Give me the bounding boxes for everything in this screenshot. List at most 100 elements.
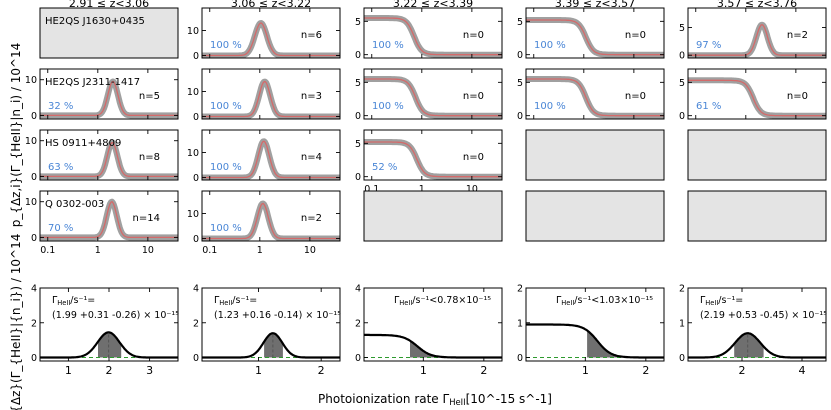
y-tick-label: 0 (193, 51, 199, 62)
combined-posterior-line (40, 331, 178, 359)
y-tick-label: 0 (31, 233, 37, 244)
panel-frame (39, 129, 179, 181)
x-tick-label: 1 (95, 245, 101, 256)
posterior-line (688, 79, 826, 117)
y-tick-label: 10 (187, 148, 199, 159)
panel-background (40, 8, 178, 58)
panel-background (526, 130, 664, 180)
panel-frame (525, 129, 665, 181)
panel-frame (39, 190, 179, 242)
y-tick-label: 0 (679, 353, 685, 364)
x-tick-label: 1 (419, 184, 425, 195)
panel-curves (526, 17, 664, 58)
posterior-line (202, 80, 340, 118)
y-tick-label: 5 (679, 78, 685, 89)
panel-curves (202, 200, 340, 241)
y-tick-label: 10 (25, 75, 37, 86)
panel-curves (202, 78, 340, 119)
y-tick-label: 2 (355, 318, 361, 329)
panel-curves (40, 78, 178, 119)
sightline-count: n=0 (787, 91, 808, 102)
panel-frame (363, 129, 503, 181)
coverage-percent: 70 % (48, 223, 73, 234)
y-tick-label: 5 (355, 78, 361, 89)
column-titles: 2.91 ≤ z<3.06 3.06 ≤ z<3.22 3.22 ≤ z<3.39 3… (69, 0, 797, 10)
panel-frame (525, 7, 665, 59)
credible-interval-shade (264, 333, 283, 358)
panel-frame (363, 287, 503, 362)
combined-panel: 0 2 4 1 2 ΓHeII/s⁻¹= (1.23 +0.16 -0.14) × 10⁻¹… (193, 284, 341, 378)
panel-frame (687, 7, 827, 59)
y-tick-label: 0 (355, 172, 361, 183)
sightline-count: n=0 (463, 152, 484, 163)
estimate-value: (1.23 +0.16 -0.14) × 10⁻¹⁵ (214, 310, 341, 321)
y-tick-label: 0 (193, 173, 199, 184)
combined-panel: 0 1 2 1 2 ΓHeII/s⁻¹<1.03×10⁻¹⁵ (517, 284, 665, 377)
sightline-count: n=0 (463, 91, 484, 102)
x-tick-label: 0.1 (202, 245, 217, 256)
y-tick-label: 0 (31, 353, 37, 364)
panel-frame (201, 7, 341, 59)
sightline-count: n=5 (139, 91, 160, 102)
x-tick-label: 1 (420, 364, 427, 377)
posterior-line (688, 23, 826, 56)
combined-panel: 0 2 4 1 2 ΓHeII/s⁻¹<0.78×10⁻¹⁵ (355, 284, 503, 377)
panel-curves (40, 198, 178, 241)
x-axis-label-text: Photoionization rate ΓHeII[10^-15 s^-1] (318, 392, 552, 407)
estimate-value: (1.99 +0.31 -0.26) × 10⁻¹⁵ (52, 310, 179, 321)
posterior-line (364, 78, 502, 117)
x-tick-label: 4 (799, 364, 806, 377)
credible-interval-shade (98, 332, 122, 358)
y-tick-label: 0 (31, 111, 37, 122)
sightline-count: n=0 (625, 91, 646, 102)
x-tick-label: 0.1 (40, 245, 55, 256)
panel (687, 190, 827, 242)
panel: 0 5 97 % n=2 (679, 7, 827, 62)
x-tick-label: 10 (466, 184, 478, 195)
coverage-percent: 100 % (210, 101, 242, 112)
x-tick-label: 10 (142, 245, 154, 256)
coverage-percent: 100 % (210, 40, 242, 51)
panel-frame (39, 68, 179, 120)
panel-background (364, 191, 502, 241)
y-tick-label: 0 (193, 234, 199, 245)
coverage-percent: 52 % (372, 162, 397, 173)
panel: 0 5 61 % n=0 (679, 68, 827, 122)
y-axis-label-bottom: p_{Δz}(Γ_{HeII}|{n_i}) / 10^14 (9, 234, 23, 410)
y-tick-label: 5 (679, 23, 685, 34)
panel: 0 5 100 % n=0 (517, 7, 665, 61)
x-tick-label: 2 (480, 364, 487, 377)
x-tick-label: 1 (255, 364, 262, 377)
y-tick-label: 4 (355, 284, 361, 295)
x-tick-label: 2 (642, 364, 649, 377)
y-tick-label: 0 (679, 51, 685, 62)
panel (525, 190, 665, 242)
coverage-percent: 100 % (372, 40, 404, 51)
y-tick-label: 2 (193, 318, 199, 329)
panel: 0 5 100 % n=0 (355, 7, 503, 61)
estimate-label: ΓHeII/s⁻¹= (52, 295, 95, 307)
y-tick-label: 0 (679, 111, 685, 122)
panel: 0 5 100 % n=0 (355, 68, 503, 122)
posterior-line (364, 17, 502, 56)
coverage-percent: 100 % (372, 101, 404, 112)
combined-posterior-line (364, 333, 502, 359)
y-tick-label: 5 (517, 17, 523, 28)
quasar-label: HE2QS J1630+0435 (45, 16, 145, 27)
y-tick-label: 0 (517, 50, 523, 61)
y-tick-label: 0 (355, 111, 361, 122)
panel-background (526, 191, 664, 241)
x-tick-label: 2 (739, 364, 746, 377)
panel-curves (364, 139, 502, 180)
panel-curves (40, 139, 178, 180)
posterior-line (526, 78, 664, 117)
y-tick-label: 2 (517, 284, 523, 295)
panel-frame (525, 190, 665, 242)
y-tick-label: 5 (517, 78, 523, 89)
y-tick-label: 0 (517, 111, 523, 122)
panel-frame (687, 129, 827, 181)
panel: 0 10 100 % n=6 (187, 7, 341, 62)
x-tick-label: 1 (65, 364, 72, 377)
panel: 0 10 0.1 1 10 Q 0302-003 70 % n=14 (25, 190, 179, 256)
